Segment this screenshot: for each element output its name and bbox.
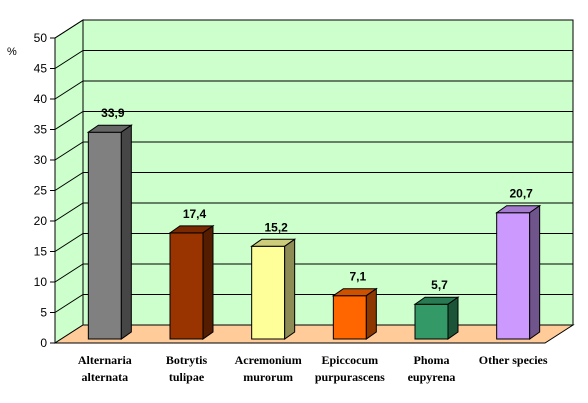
bar-front (87, 131, 122, 340)
bar-front (251, 245, 286, 340)
gridline (54, 263, 573, 283)
bar-side (447, 296, 459, 340)
y-tick-label: 20 (34, 214, 48, 228)
bar (495, 204, 542, 340)
category-label: Phoma eupyrena (408, 353, 456, 384)
bar-side (284, 238, 296, 340)
gridline (54, 80, 573, 100)
gridline (54, 111, 573, 130)
y-tick-label: 35 (34, 123, 48, 137)
gridlines (54, 19, 573, 313)
bar (86, 124, 133, 340)
category-label: Alternaria alternata (78, 353, 132, 384)
gridline (54, 141, 573, 161)
y-tick-label: 45 (34, 62, 48, 76)
data-label: 17,4 (183, 207, 207, 221)
gridline (54, 172, 573, 191)
gridline (54, 202, 573, 222)
bar-side (202, 224, 214, 340)
y-tick-label: 15 (34, 245, 48, 259)
bar-front (496, 212, 531, 340)
y-tick-label: 40 (34, 92, 48, 106)
category-label: Epiccocum purpurascens (315, 353, 385, 384)
bar-front (332, 295, 367, 340)
y-tick-label: 25 (34, 184, 48, 198)
bar-front (414, 303, 449, 340)
bar-side (120, 124, 132, 340)
y-tick-label: 50 (34, 31, 48, 45)
bar-side (529, 204, 541, 340)
bar (413, 296, 460, 340)
data-labels: 33,9 17,4 15,2 7,1 5,7 20,7 (101, 106, 533, 292)
y-tick-label: 0 (40, 336, 47, 350)
gridline (54, 233, 573, 252)
bars (86, 124, 542, 340)
y-axis: 0 5 10 15 20 25 30 35 40 45 50 (34, 31, 56, 350)
bar (331, 287, 378, 340)
data-label: 15,2 (264, 220, 288, 234)
data-label: 20,7 (509, 187, 533, 201)
y-tick-label: 5 (40, 306, 47, 320)
category-label: Botrytis tulipae (166, 353, 208, 384)
category-labels: Alternaria alternata Botrytis tulipae Acremo… (78, 353, 548, 384)
y-axis-label: % (7, 46, 17, 58)
y-tick-label: 10 (34, 275, 48, 289)
data-label: 7,1 (349, 270, 366, 284)
bar-side (365, 287, 377, 340)
category-label: Acremonium murorum (235, 353, 302, 384)
data-label: 33,9 (101, 106, 125, 120)
data-label: 5,7 (431, 278, 448, 292)
gridline (54, 19, 573, 39)
category-label: Other species (479, 353, 548, 367)
gridline (54, 294, 573, 313)
bar (168, 224, 215, 340)
bar (250, 238, 297, 340)
y-tick-label: 30 (34, 153, 48, 167)
floor (53, 324, 575, 344)
bar-front (169, 232, 204, 340)
gridline (54, 50, 573, 69)
